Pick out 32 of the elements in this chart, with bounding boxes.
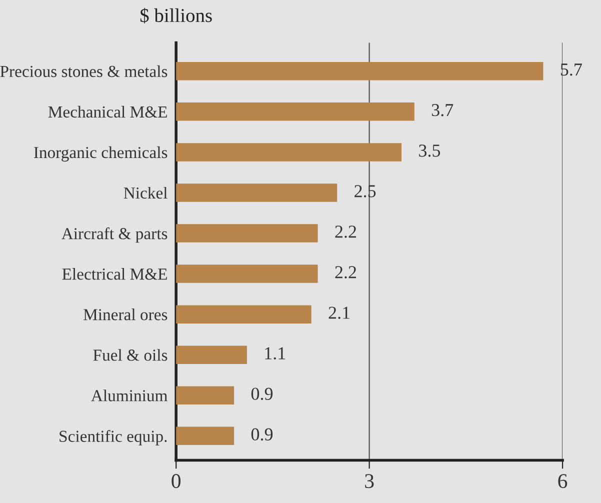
chart-title: $ billions [140,8,212,24]
y-tick-label: Scientific equip. [60,430,167,446]
y-tick-label: Inorganic chemicals [34,146,168,162]
bar [176,305,312,324]
y-tick-label: Mechanical M&E [48,106,167,118]
bar [176,143,402,162]
y-tick-label: Mineral ores [84,308,168,320]
bar [176,264,318,283]
data-label: 2.1 [328,306,350,319]
data-label: 0.9 [251,388,273,400]
bar [176,224,318,242]
y-tick-label: Fuel & oils [93,349,168,361]
y-tick-label: Precious stones & metals [0,65,168,78]
bar [176,62,544,80]
bar [176,346,247,364]
bar [176,386,234,405]
bar [176,426,234,446]
y-tick-label: Nickel [124,186,168,199]
x-tick-label: 0 [172,474,181,488]
y-tick-label: Aluminium [91,390,168,402]
y-tick-label: Electrical M&E [62,268,167,280]
data-label: 1.1 [265,347,286,360]
data-label: 2.2 [335,226,356,238]
bar [176,184,338,202]
data-label: 0.9 [251,428,273,441]
x-tick-label: 3 [365,474,374,488]
bar [176,102,414,121]
data-label: 2.2 [335,266,356,278]
y-tick-label: Aircraft & parts [61,227,168,243]
data-label: 3.5 [419,144,440,157]
data-label: 3.7 [432,104,454,116]
x-tick-label: 6 [558,474,568,488]
